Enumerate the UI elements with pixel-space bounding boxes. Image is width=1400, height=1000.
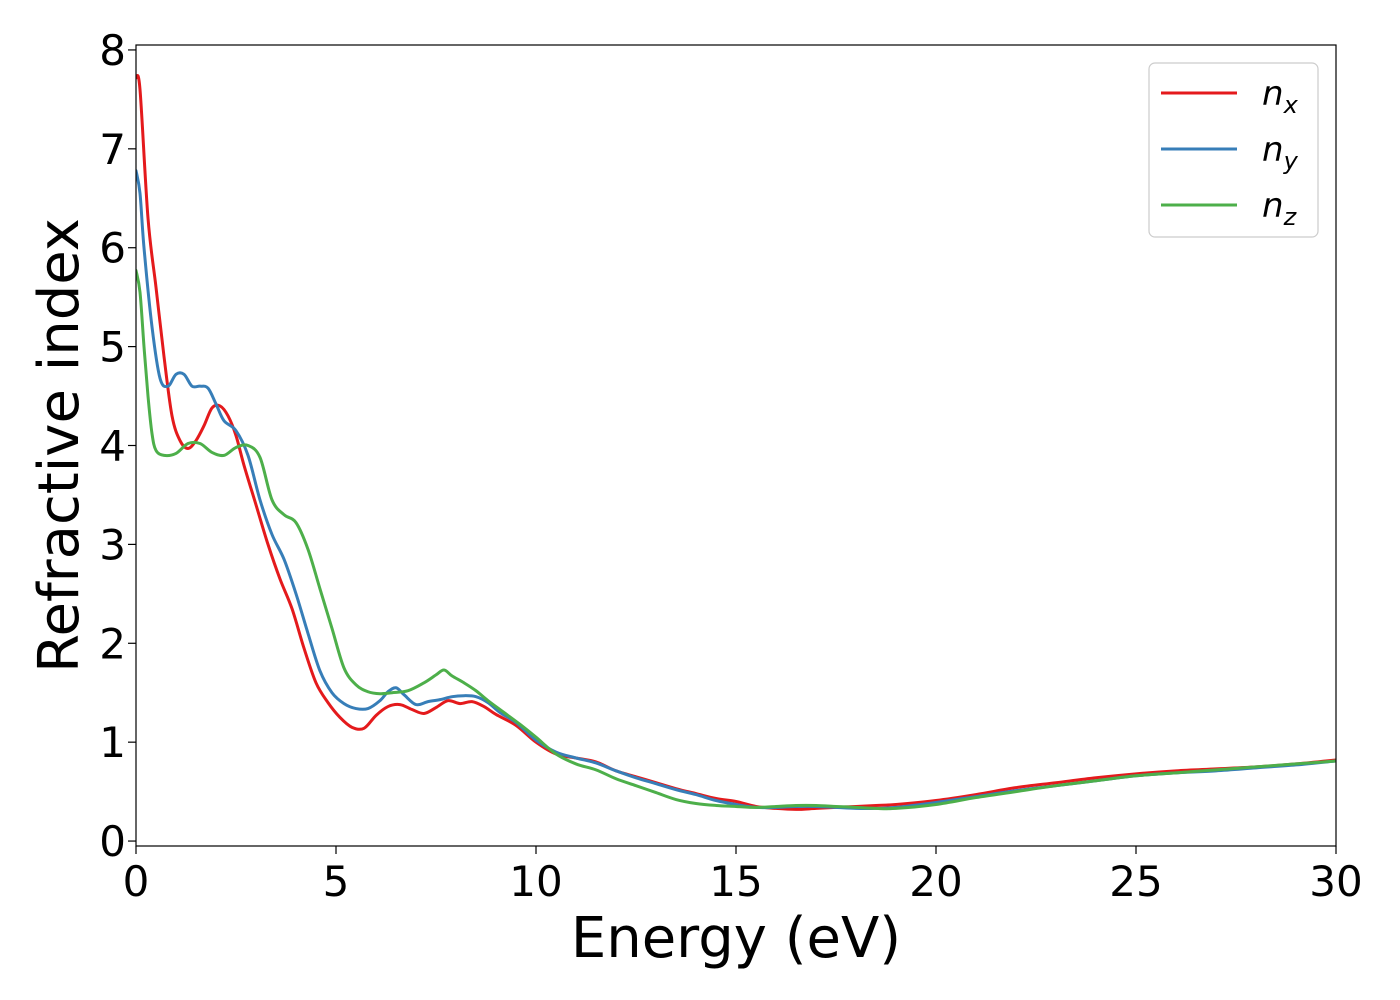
- x-tick-label: 15: [709, 857, 762, 906]
- axes: 0 5 10 15 20 25 30 0 1 2 3 4 5 6 7 8: [99, 26, 1362, 906]
- x-axis-title: Energy (eV): [571, 906, 901, 971]
- y-tick-label: 5: [99, 323, 126, 372]
- series-lines: [136, 74, 1336, 811]
- x-tick-label: 20: [909, 857, 962, 906]
- y-tick-label: 6: [99, 224, 126, 273]
- legend-label-nx: nx: [1262, 74, 1299, 119]
- legend-label-ny: ny: [1262, 130, 1299, 175]
- x-tick-label: 10: [509, 857, 562, 906]
- x-tick-label: 30: [1309, 857, 1362, 906]
- x-tick-label: 5: [323, 857, 350, 906]
- legend-label-nz: nz: [1262, 186, 1298, 231]
- y-tick-label: 2: [99, 619, 126, 668]
- x-tick-label: 25: [1109, 857, 1162, 906]
- y-tick-label: 3: [99, 520, 126, 569]
- y-tick-label: 1: [99, 718, 126, 767]
- y-axis-title: Refractive index: [27, 218, 92, 673]
- y-tick-label: 7: [99, 125, 126, 174]
- y-tick-label: 4: [99, 422, 126, 471]
- series-line-nz: [136, 268, 1336, 811]
- series-line-ny: [136, 169, 1336, 811]
- y-tick-label: 0: [99, 817, 126, 866]
- y-tick-label: 8: [99, 26, 126, 75]
- plot-area: [136, 74, 1336, 811]
- legend: nx ny nz: [1148, 62, 1319, 238]
- x-tick-label: 0: [123, 857, 150, 906]
